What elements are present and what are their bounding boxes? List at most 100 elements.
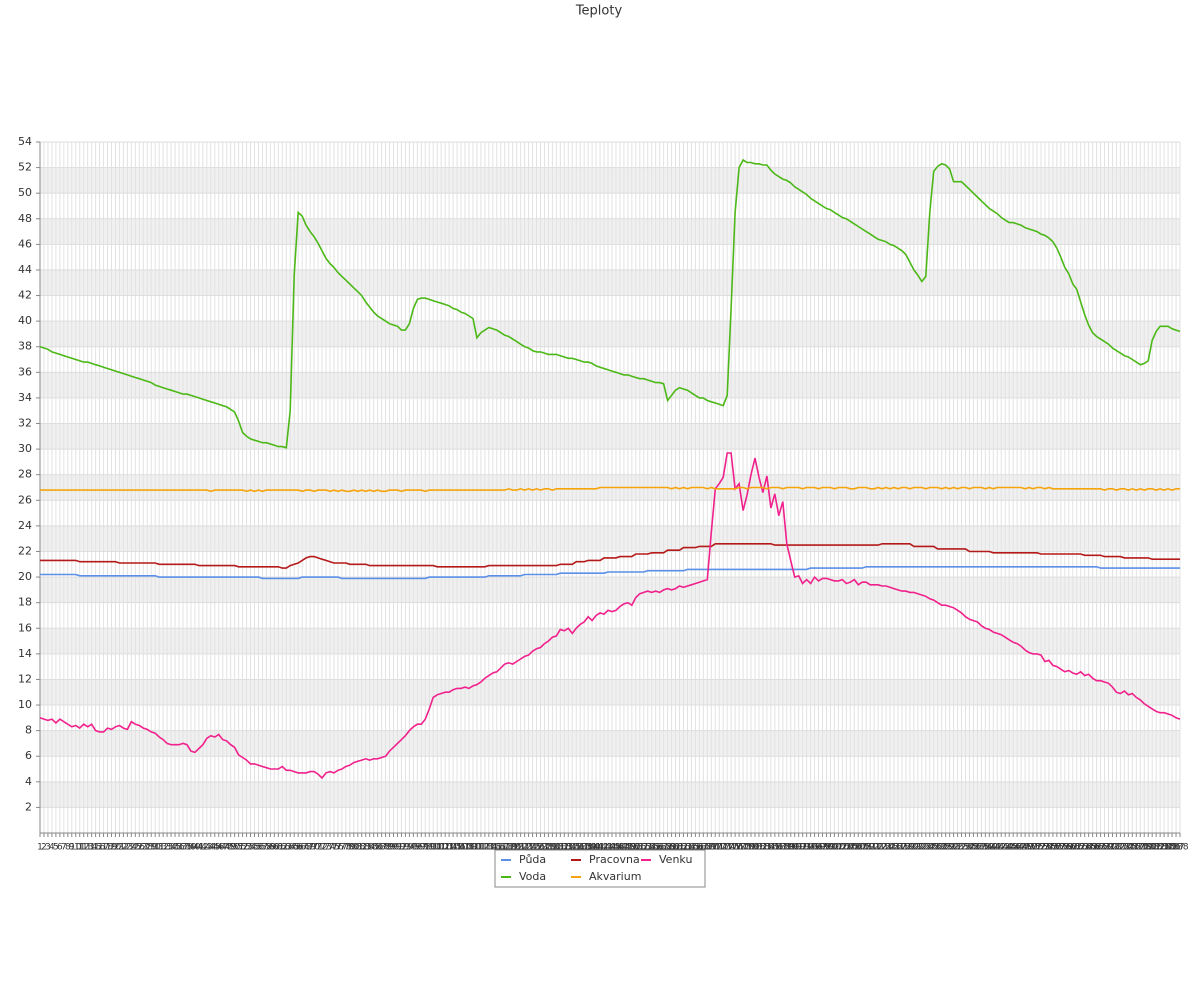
x-tick-label: 147 <box>611 843 628 853</box>
x-tick-label: 257 <box>1048 843 1065 853</box>
x-tick-label: 144 <box>599 843 616 853</box>
x-tick-label: 287 <box>1167 843 1184 853</box>
x-tick-label: 86 <box>372 843 384 853</box>
x-tick-label: 130 <box>544 843 561 853</box>
x-tick-label: 136 <box>568 843 585 853</box>
x-tick-label: 206 <box>846 843 863 853</box>
x-tick-label: 117 <box>492 843 509 853</box>
x-tick-label: 262 <box>1068 843 1085 853</box>
x-tick-label: 140 <box>584 843 601 853</box>
x-tick-label: 77 <box>336 843 347 853</box>
x-tick-label: 237 <box>969 843 986 853</box>
x-tick-label: 170 <box>703 843 720 853</box>
x-tick-label: 103 <box>437 843 454 853</box>
x-tick-label: 44 <box>205 843 217 853</box>
x-tick-label: 188 <box>774 843 791 853</box>
y-tick-label: 30 <box>18 442 32 455</box>
x-tick-label: 172 <box>711 843 728 853</box>
x-tick-label: 53 <box>241 843 252 853</box>
x-tick-label: 203 <box>834 843 851 853</box>
x-tick-label: 149 <box>619 843 636 853</box>
x-tick-label: 20 <box>110 843 122 853</box>
x-tick-label: 150 <box>623 843 640 853</box>
y-tick-label: 48 <box>18 212 32 225</box>
x-tick-label: 54 <box>245 843 257 853</box>
x-tick-label: 8 <box>65 843 71 853</box>
x-tick-label: 252 <box>1028 843 1045 853</box>
x-tick-label: 204 <box>838 843 855 853</box>
x-tick-label: 199 <box>818 843 835 853</box>
legend-label: Venku <box>659 853 692 866</box>
x-tick-label: 245 <box>1001 843 1018 853</box>
x-tick-label: 145 <box>603 843 620 853</box>
x-tick-label: 175 <box>723 843 740 853</box>
x-tick-label: 180 <box>742 843 759 853</box>
y-tick-label: 22 <box>18 544 32 557</box>
x-tick-label: 88 <box>380 843 392 853</box>
x-tick-label: 83 <box>360 843 371 853</box>
x-tick-label: 148 <box>615 843 632 853</box>
x-tick-label: 12 <box>78 843 89 853</box>
x-tick-label: 69 <box>304 843 316 853</box>
x-tick-label: 176 <box>727 843 744 853</box>
x-tick-label: 9 <box>69 843 75 853</box>
series-line <box>39 452 1181 780</box>
chart-title: Teploty <box>575 4 623 19</box>
x-tick-label: 229 <box>937 843 954 853</box>
x-tick-label: 105 <box>445 843 462 853</box>
x-tick-label: 1 <box>37 843 43 853</box>
x-tick-label: 118 <box>496 843 513 853</box>
x-tick-label: 202 <box>830 843 847 853</box>
grid-band <box>40 321 1180 347</box>
x-tick-label: 61 <box>273 843 284 853</box>
x-tick-label: 121 <box>508 843 525 853</box>
y-tick-label: 6 <box>25 749 32 762</box>
x-tick-label: 243 <box>993 843 1010 853</box>
y-tick-label: 42 <box>18 289 32 302</box>
legend-label: Voda <box>519 870 546 883</box>
x-tick-label: 258 <box>1052 843 1069 853</box>
x-tick-label: 169 <box>699 843 716 853</box>
grid-band <box>40 679 1180 706</box>
x-tick-label: 187 <box>770 843 787 853</box>
x-tick-label: 115 <box>484 843 501 853</box>
x-tick-label: 236 <box>965 843 982 853</box>
x-tick-label: 134 <box>560 843 577 853</box>
x-tick-label: 182 <box>750 843 767 853</box>
x-tick-label: 168 <box>695 843 712 853</box>
x-tick-label: 275 <box>1120 843 1137 853</box>
x-tick-label: 146 <box>607 843 624 853</box>
x-tick-label: 75 <box>328 843 339 853</box>
y-tick-label: 4 <box>25 775 32 788</box>
x-tick-label: 223 <box>913 843 930 853</box>
x-tick-label: 261 <box>1064 843 1081 853</box>
grid-band <box>40 781 1180 808</box>
x-tick-label: 15 <box>90 843 101 853</box>
x-tick-label: 185 <box>762 843 779 853</box>
x-tick-label: 282 <box>1148 843 1165 853</box>
x-tick-label: 129 <box>540 843 557 853</box>
x-tick-label: 80 <box>348 843 360 853</box>
y-tick-label: 52 <box>18 161 32 174</box>
x-tick-label: 284 <box>1156 843 1173 853</box>
x-tick-label: 221 <box>905 843 922 853</box>
x-tick-label: 95 <box>408 843 419 853</box>
y-tick-label: 24 <box>18 519 32 532</box>
x-tick-label: 218 <box>893 843 910 853</box>
x-tick-label: 107 <box>452 843 469 853</box>
x-tick-label: 171 <box>707 843 724 853</box>
x-tick-label: 167 <box>691 843 708 853</box>
x-tick-label: 51 <box>233 843 244 853</box>
x-tick-label: 14 <box>86 843 98 853</box>
x-tick-label: 49 <box>225 843 237 853</box>
x-tick-label: 217 <box>889 843 906 853</box>
x-tick-label: 122 <box>512 843 529 853</box>
x-tick-label: 109 <box>460 843 477 853</box>
x-tick-label: 23 <box>122 843 133 853</box>
x-tick-label: 200 <box>822 843 839 853</box>
x-tick-label: 266 <box>1084 843 1101 853</box>
y-tick-label: 16 <box>18 621 32 634</box>
x-tick-label: 78 <box>340 843 352 853</box>
x-tick-label: 4 <box>49 843 55 853</box>
